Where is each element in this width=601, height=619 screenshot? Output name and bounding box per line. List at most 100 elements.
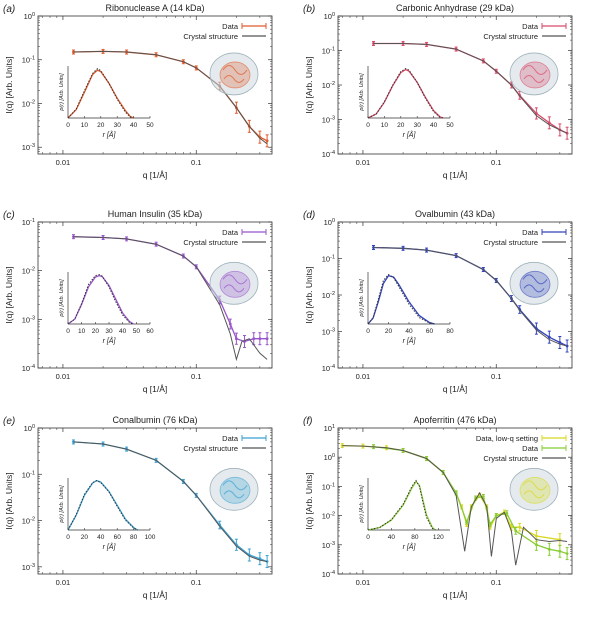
y-tick-label: 10-2 bbox=[22, 267, 35, 276]
x-tick-label: 0.1 bbox=[491, 372, 501, 381]
y-tick-label: 10-2 bbox=[22, 99, 35, 108]
inset-x-label: r [Å] bbox=[403, 336, 417, 345]
data-point bbox=[465, 520, 469, 524]
data-point bbox=[488, 522, 492, 526]
inset-pr: 0 20 40 60 80 100 r [Å] p(r) [Arb. Units] bbox=[59, 478, 156, 551]
inset-fit-line bbox=[67, 67, 134, 119]
inset-tick-label: 40 bbox=[405, 328, 413, 335]
y-axis-label: I(q) [Arb. Units] bbox=[304, 56, 314, 113]
inset-y-label: p(r) [Arb. Units] bbox=[59, 485, 65, 524]
inset-tick-label: 0 bbox=[366, 122, 370, 129]
envelope-shape bbox=[209, 261, 259, 305]
y-tick-label: 100 bbox=[24, 424, 35, 433]
inset-tick-label: 50 bbox=[446, 122, 454, 129]
chart-panel-a: (a) Ribonuclease A (14 kDa) 10-3 10-2 10-1 10… bbox=[3, 3, 273, 180]
data-point bbox=[340, 444, 344, 447]
inset-fit-line bbox=[367, 273, 435, 325]
data-point bbox=[534, 534, 538, 538]
chart-title: Carbonic Anhydrase (29 kDa) bbox=[396, 3, 514, 13]
inset-y-label: p(r) [Arb. Units] bbox=[359, 485, 365, 524]
ribbon-detail bbox=[522, 64, 548, 83]
inset-tick-label: 80 bbox=[411, 534, 419, 541]
protein-structure-image bbox=[209, 261, 259, 305]
protein-structure-image bbox=[509, 261, 559, 305]
y-tick-label: 101 bbox=[324, 424, 335, 433]
crystal-structure-line bbox=[73, 236, 268, 362]
legend-label: Crystal structure bbox=[483, 454, 538, 463]
y-tick-label: 10-3 bbox=[322, 328, 335, 337]
inset-fit-line bbox=[367, 68, 444, 119]
inset-tick-label: 50 bbox=[133, 328, 141, 335]
x-tick-label: 0.1 bbox=[191, 372, 201, 381]
crystal-structure-line bbox=[73, 50, 268, 145]
inset-y-label: p(r) [Arb. Units] bbox=[59, 279, 65, 318]
data-point bbox=[72, 440, 75, 444]
legend-label: Data bbox=[222, 434, 239, 443]
ribbon-shape bbox=[519, 270, 551, 298]
inset-tick-label: 10 bbox=[381, 122, 389, 129]
inset-data-line bbox=[367, 274, 435, 325]
y-tick-label: 10-4 bbox=[22, 364, 35, 373]
plot-frame bbox=[37, 427, 273, 575]
panel-letter: (e) bbox=[3, 416, 15, 427]
x-axis-label: q [1/Å] bbox=[443, 384, 468, 394]
chart-panel-d: (d) Ovalbumin (43 kDa) 10-4 10-3 10-2 10-1 100… bbox=[303, 209, 573, 394]
envelope-shape bbox=[509, 52, 559, 96]
legend-label: Data bbox=[222, 22, 239, 31]
x-tick-label: 0.01 bbox=[356, 372, 371, 381]
data-point bbox=[265, 139, 269, 143]
x-axis-label: q [1/Å] bbox=[443, 170, 468, 180]
plot-frame bbox=[37, 221, 273, 369]
inset-x-label: r [Å] bbox=[103, 130, 117, 139]
inset-pr: 0 10 20 30 40 50 r [Å] p(r) [Arb. Units] bbox=[59, 66, 154, 139]
inset-pr: 0 40 80 120 r [Å] p(r) [Arb. Units] bbox=[359, 478, 450, 551]
crystal-structure-line bbox=[342, 445, 568, 566]
ribbon-shape bbox=[219, 476, 251, 504]
protein-structure-image bbox=[209, 52, 259, 96]
crystal-structure-line bbox=[373, 43, 568, 134]
y-tick-label: 100 bbox=[324, 453, 335, 462]
plot-frame bbox=[337, 427, 573, 575]
ribbon-detail bbox=[222, 480, 248, 499]
legend-label: Data bbox=[522, 444, 539, 453]
legend-label: Data, low-q setting bbox=[476, 434, 538, 443]
y-tick-label: 10-2 bbox=[322, 81, 335, 90]
y-tick-label: 100 bbox=[24, 12, 35, 21]
y-tick-label: 10-2 bbox=[322, 512, 335, 521]
inset-fit-line bbox=[67, 480, 138, 531]
ribbon-detail bbox=[222, 274, 248, 293]
y-tick-label: 10-3 bbox=[22, 563, 35, 572]
protein-structure-image bbox=[509, 467, 559, 511]
x-axis-label: q [1/Å] bbox=[143, 384, 168, 394]
inset-y-label: p(r) [Arb. Units] bbox=[59, 73, 65, 112]
x-tick-label: 0.01 bbox=[356, 578, 371, 587]
inset-tick-label: 80 bbox=[130, 534, 138, 541]
inset-pr: 0 10 20 30 40 50 r [Å] p(r) [Arb. Units] bbox=[359, 66, 454, 139]
inset-tick-label: 0 bbox=[366, 534, 370, 541]
ribbon-shape bbox=[219, 61, 251, 89]
y-tick-label: 10-1 bbox=[322, 255, 335, 264]
inset-tick-label: 40 bbox=[430, 122, 438, 129]
inset-tick-label: 120 bbox=[433, 534, 444, 541]
data-point bbox=[72, 50, 75, 54]
protein-structure-image bbox=[509, 52, 559, 96]
panel-letter: (c) bbox=[3, 210, 15, 221]
y-axis-label: I(q) [Arb. Units] bbox=[4, 56, 14, 113]
x-tick-label: 0.1 bbox=[191, 158, 201, 167]
inset-data-line bbox=[367, 68, 444, 119]
data-point bbox=[534, 543, 538, 547]
crystal-structure-line bbox=[73, 441, 268, 563]
crystal-structure-line bbox=[373, 247, 568, 347]
inset-tick-label: 0 bbox=[366, 328, 370, 335]
inset-pr: 0 20 40 60 80 r [Å] p(r) [Arb. Units] bbox=[359, 272, 454, 345]
envelope-shape bbox=[209, 52, 259, 96]
x-axis-label: q [1/Å] bbox=[143, 170, 168, 180]
x-tick-label: 0.01 bbox=[56, 578, 71, 587]
